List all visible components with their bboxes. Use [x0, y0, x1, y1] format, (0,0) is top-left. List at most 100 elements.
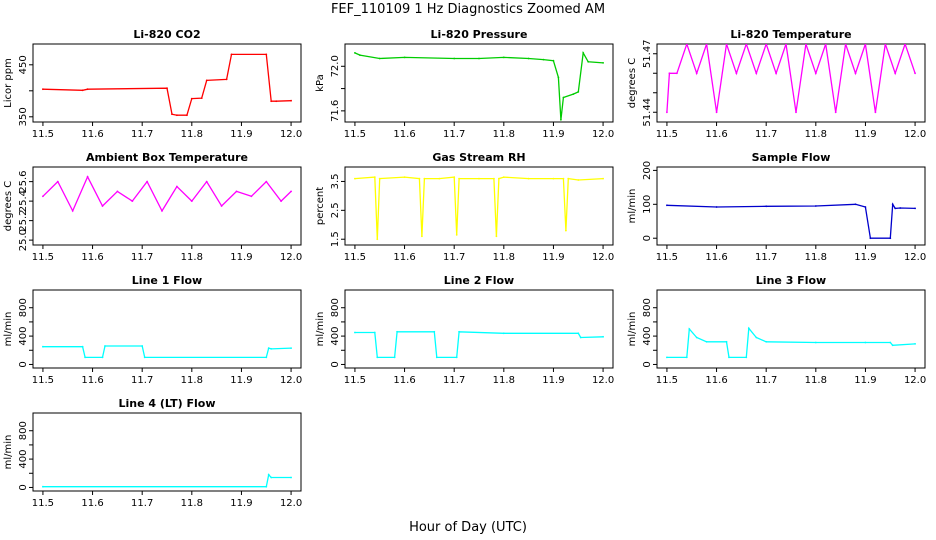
data-point	[502, 56, 505, 59]
data-point	[354, 331, 356, 334]
data-point	[225, 78, 228, 81]
y-tick-label: 1.5	[330, 231, 341, 247]
data-point	[493, 177, 495, 180]
y-tick-label: 0	[642, 361, 653, 367]
data-point	[755, 72, 758, 75]
data-point	[676, 72, 678, 75]
data-point	[785, 44, 787, 45]
panel-title: Gas Stream RH	[432, 151, 525, 164]
data-point	[56, 180, 59, 183]
data-point	[290, 476, 292, 479]
data-point	[747, 327, 750, 330]
y-tick-label: 800	[18, 421, 29, 440]
plot-frame	[656, 43, 926, 123]
data-point	[275, 100, 278, 103]
data-point	[715, 111, 718, 114]
x-tick-label: 11.9	[854, 129, 876, 140]
x-tick-label: 12.0	[280, 498, 302, 509]
x-tick-label: 11.8	[181, 129, 203, 140]
data-point	[552, 59, 555, 62]
x-tick-label: 11.8	[493, 252, 515, 263]
panel-co2: Li-820 CO2 11.5 11.6 11.7 11.8 11.9 12.0 350 450…	[3, 28, 302, 140]
data-point	[552, 177, 555, 180]
data-point	[171, 113, 173, 116]
data-point	[891, 203, 894, 206]
data-point	[745, 356, 748, 359]
x-tick-label: 11.6	[393, 375, 415, 386]
x-tick-label: 11.8	[181, 375, 203, 386]
data-point	[403, 56, 406, 59]
data-point	[235, 190, 238, 193]
x-tick-label: 11.8	[805, 375, 827, 386]
x-tick-label: 12.0	[904, 252, 926, 263]
x-tick-label: 11.6	[393, 129, 415, 140]
data-point	[453, 176, 456, 179]
panel-line4: Line 4 (LT) Flow 11.5 11.6 11.7 11.8 11.9 12.0…	[3, 397, 302, 509]
y-tick-label: 25.6	[18, 170, 29, 192]
data-point	[267, 473, 270, 476]
x-tick-label: 11.9	[542, 129, 564, 140]
x-tick-label: 11.8	[181, 498, 203, 509]
data-point	[765, 205, 768, 208]
y-tick-label: 800	[18, 298, 29, 317]
x-tick-label: 12.0	[592, 252, 614, 263]
data-point	[844, 44, 847, 45]
x-tick-label: 12.0	[280, 129, 302, 140]
data-point	[143, 356, 146, 359]
data-point	[765, 340, 768, 343]
data-point	[166, 87, 168, 90]
panel-title: Line 1 Flow	[132, 274, 202, 287]
series-line	[42, 53, 292, 116]
panel-title: Sample Flow	[752, 151, 831, 164]
data-point	[495, 235, 498, 238]
y-tick-label: 200	[642, 161, 653, 180]
x-tick-label: 11.8	[805, 129, 827, 140]
data-point	[577, 332, 580, 335]
data-point	[755, 336, 758, 339]
data-point	[403, 176, 406, 179]
x-tick-label: 11.7	[755, 129, 777, 140]
x-tick-label: 11.7	[443, 129, 465, 140]
data-point	[587, 60, 590, 63]
data-point	[695, 336, 698, 339]
data-point	[572, 93, 575, 95]
figure-xlabel: Hour of Day (UTC)	[409, 520, 527, 535]
y-tick-label: 25.4	[18, 190, 29, 212]
data-point	[527, 177, 530, 180]
data-point	[81, 89, 84, 92]
data-point	[42, 485, 44, 488]
data-point	[146, 180, 149, 183]
y-tick-label: 0	[18, 484, 29, 490]
data-point	[378, 177, 381, 180]
data-point	[705, 340, 708, 343]
data-point	[527, 57, 530, 60]
data-point	[854, 72, 857, 75]
x-tick-label: 11.9	[230, 375, 252, 386]
data-point	[502, 332, 505, 335]
data-point	[435, 356, 438, 359]
y-tick-label: 25.0	[18, 229, 29, 251]
data-point	[86, 175, 89, 178]
data-point	[728, 356, 730, 359]
data-point	[161, 210, 163, 212]
x-tick-label: 12.0	[280, 252, 302, 263]
data-point	[101, 205, 104, 207]
data-point	[874, 111, 877, 114]
plot-frame	[344, 166, 614, 246]
x-tick-label: 12.0	[904, 129, 926, 140]
panel-rh: Gas Stream RH 11.5 11.6 11.7 11.8 11.9 12.0 1.5…	[315, 151, 614, 263]
data-point	[104, 345, 106, 347]
data-point	[270, 476, 273, 479]
data-point	[354, 52, 356, 54]
y-axis-label: percent	[315, 187, 326, 225]
x-tick-label: 11.5	[344, 129, 366, 140]
data-point	[373, 176, 376, 179]
data-point	[869, 237, 872, 240]
series-line	[354, 50, 604, 120]
data-point	[176, 185, 178, 188]
data-point	[205, 180, 208, 183]
data-point	[220, 205, 223, 207]
data-point	[190, 200, 193, 203]
plot-frame	[32, 43, 302, 123]
